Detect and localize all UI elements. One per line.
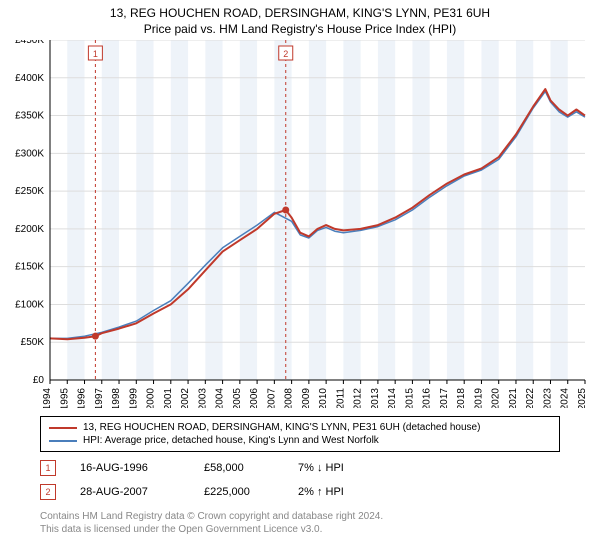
x-tick-label: 2001 bbox=[163, 388, 174, 408]
x-tick-label: 2004 bbox=[215, 388, 226, 408]
x-tick-label: 2023 bbox=[542, 388, 553, 408]
x-tick-label: 2021 bbox=[508, 388, 519, 408]
x-tick-label: 2016 bbox=[422, 388, 433, 408]
chart-plot-area: £0 £50K £100K £150K £200K £250K £300K £350K £400… bbox=[0, 40, 600, 408]
x-tick-label: 2005 bbox=[232, 388, 243, 408]
marker-row: 2 28-AUG-2007 £225,000 2% ↑ HPI bbox=[40, 480, 560, 504]
event-badge-label: 1 bbox=[93, 49, 98, 59]
legend-swatch bbox=[49, 440, 77, 442]
x-tick-label: 2013 bbox=[370, 388, 381, 408]
x-tick-label: 2017 bbox=[439, 388, 450, 408]
marker-date: 16-AUG-1996 bbox=[80, 462, 180, 474]
event-markers-table: 1 16-AUG-1996 £58,000 7% ↓ HPI 2 28-AUG-2007 £… bbox=[40, 456, 560, 504]
x-tick-label: 2025 bbox=[577, 388, 588, 408]
x-tick-label: 2012 bbox=[353, 388, 364, 408]
chart-title-line2: Price paid vs. HM Land Registry's House … bbox=[0, 20, 600, 40]
marker-date: 28-AUG-2007 bbox=[80, 486, 180, 498]
event-badge-label: 2 bbox=[283, 49, 288, 59]
x-tick-label: 1999 bbox=[128, 388, 139, 408]
marker-delta: 2% ↑ HPI bbox=[298, 486, 378, 498]
x-tick-label: 1996 bbox=[77, 388, 88, 408]
y-tick-label: £200K bbox=[15, 224, 44, 235]
y-tick-label: £400K bbox=[15, 73, 44, 84]
x-tick-label: 2019 bbox=[473, 388, 484, 408]
x-tick-label: 2014 bbox=[387, 388, 398, 408]
y-tick-label: £250K bbox=[15, 186, 44, 197]
y-tick-label: £300K bbox=[15, 148, 44, 159]
x-tick-label: 2007 bbox=[266, 388, 277, 408]
x-tick-label: 2011 bbox=[335, 388, 346, 408]
legend-label: 13, REG HOUCHEN ROAD, DERSINGHAM, KING'S… bbox=[83, 422, 480, 433]
x-tick-label: 2018 bbox=[456, 388, 467, 408]
marker-badge: 1 bbox=[40, 460, 56, 476]
y-tick-label: £50K bbox=[21, 337, 45, 348]
y-tick-label: £450K bbox=[15, 40, 44, 46]
x-tick-label: 2000 bbox=[146, 388, 157, 408]
x-tick-label: 2024 bbox=[560, 388, 571, 408]
footer-attribution: Contains HM Land Registry data © Crown c… bbox=[40, 510, 560, 536]
y-tick-label: £150K bbox=[15, 262, 44, 273]
footer-line2: This data is licensed under the Open Gov… bbox=[40, 523, 560, 536]
y-tick-label: £0 bbox=[33, 375, 45, 386]
marker-price: £225,000 bbox=[204, 486, 274, 498]
event-point bbox=[92, 333, 99, 340]
x-tick-label: 1997 bbox=[94, 388, 105, 408]
x-tick-label: 2015 bbox=[404, 388, 415, 408]
x-tick-label: 2022 bbox=[525, 388, 536, 408]
chart-container: 13, REG HOUCHEN ROAD, DERSINGHAM, KING'S… bbox=[0, 0, 600, 560]
x-tick-label: 1998 bbox=[111, 388, 122, 408]
x-tick-label: 2003 bbox=[197, 388, 208, 408]
x-tick-label: 2008 bbox=[284, 388, 295, 408]
x-tick-label: 2010 bbox=[318, 388, 329, 408]
x-tick-label: 1995 bbox=[59, 388, 70, 408]
event-point bbox=[282, 207, 289, 214]
legend-row: HPI: Average price, detached house, King… bbox=[49, 434, 551, 447]
x-tick-label: 2020 bbox=[491, 388, 502, 408]
legend-label: HPI: Average price, detached house, King… bbox=[83, 435, 379, 446]
y-tick-label: £100K bbox=[15, 299, 44, 310]
chart-title-line1: 13, REG HOUCHEN ROAD, DERSINGHAM, KING'S… bbox=[0, 0, 600, 20]
chart-svg: £0 £50K £100K £150K £200K £250K £300K £350K £400… bbox=[0, 40, 600, 408]
footer-line1: Contains HM Land Registry data © Crown c… bbox=[40, 510, 560, 523]
x-tick-label: 1994 bbox=[42, 388, 53, 408]
legend-row: 13, REG HOUCHEN ROAD, DERSINGHAM, KING'S… bbox=[49, 421, 551, 434]
legend-box: 13, REG HOUCHEN ROAD, DERSINGHAM, KING'S… bbox=[40, 416, 560, 452]
y-tick-label: £350K bbox=[15, 111, 44, 122]
x-tick-label: 2002 bbox=[180, 388, 191, 408]
marker-badge: 2 bbox=[40, 484, 56, 500]
x-tick-label: 2009 bbox=[301, 388, 312, 408]
marker-delta: 7% ↓ HPI bbox=[298, 462, 378, 474]
x-tick-label: 2006 bbox=[249, 388, 260, 408]
legend-swatch bbox=[49, 427, 77, 429]
marker-price: £58,000 bbox=[204, 462, 274, 474]
marker-row: 1 16-AUG-1996 £58,000 7% ↓ HPI bbox=[40, 456, 560, 480]
